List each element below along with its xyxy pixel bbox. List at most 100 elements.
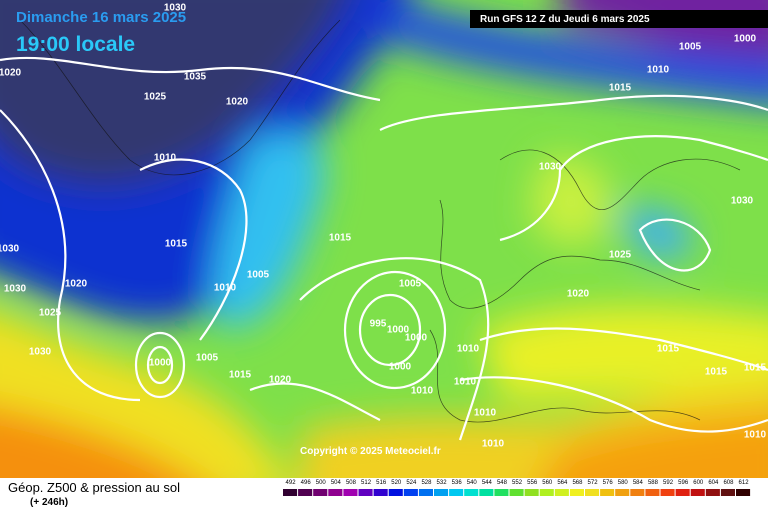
legend-label: 528 xyxy=(421,480,432,486)
legend-label: 592 xyxy=(663,480,674,486)
isobar-label: 1010 xyxy=(474,408,497,419)
isobar-label: 1010 xyxy=(482,439,505,450)
isobar-label: 1030 xyxy=(0,244,20,255)
isobar-label: 1010 xyxy=(744,430,767,441)
isobar-label: 1020 xyxy=(65,279,88,290)
legend-label: 556 xyxy=(527,480,538,486)
legend-label: 520 xyxy=(391,480,402,486)
date: Dimanche 16 mars 2025 xyxy=(16,9,186,26)
isobar-label: 1030 xyxy=(4,284,27,295)
local-time: 19:00 locale xyxy=(16,33,135,56)
isobar-label: 1010 xyxy=(214,283,237,294)
legend-label: 504 xyxy=(331,480,342,486)
legend-swatch xyxy=(585,489,600,496)
legend-swatch xyxy=(705,489,720,496)
isobar-label: 1005 xyxy=(399,279,422,290)
legend-swatch xyxy=(373,489,388,496)
legend-label: 608 xyxy=(723,480,734,486)
legend-swatch xyxy=(434,489,449,496)
isobar-label: 1010 xyxy=(647,65,670,76)
color-legend: 492 496 500 504 508 512 516 520 524 528 532 536 540 5… xyxy=(283,480,751,496)
isobar-label: 1005 xyxy=(679,42,702,53)
isobar-label: 1020 xyxy=(0,68,22,79)
isobar-label: 1000 xyxy=(387,325,410,336)
legend-swatch xyxy=(283,489,298,496)
legend-label: 492 xyxy=(286,480,297,486)
legend-label: 596 xyxy=(678,480,689,486)
isobar-label: 1010 xyxy=(454,377,477,388)
isobars xyxy=(0,56,768,441)
legend-label: 612 xyxy=(739,480,750,486)
isobar-label: 1000 xyxy=(405,333,428,344)
legend-label: 524 xyxy=(406,480,417,486)
legend-label: 600 xyxy=(693,480,704,486)
legend-label: 544 xyxy=(482,480,493,486)
legend-swatch xyxy=(494,489,509,496)
legend-swatch xyxy=(645,489,660,496)
legend-swatch xyxy=(675,489,690,496)
isobar-label: 1005 xyxy=(196,353,219,364)
legend-swatch xyxy=(736,489,751,496)
legend-swatch xyxy=(600,489,615,496)
isobar-label: 1005 xyxy=(247,270,270,281)
legend-swatch xyxy=(660,489,675,496)
legend-swatch xyxy=(449,489,464,496)
isobar-label: 1000 xyxy=(149,358,172,369)
legend-swatch xyxy=(388,489,403,496)
legend-swatch xyxy=(343,489,358,496)
legend-label: 540 xyxy=(467,480,478,486)
legend-label: 548 xyxy=(497,480,508,486)
legend-swatch xyxy=(720,489,735,496)
isobar-labels: 1030 1020 1035 1025 1020 1010 1015 1030 1030 1020… xyxy=(0,3,767,450)
legend-label: 564 xyxy=(557,480,568,486)
isobar-label: 1015 xyxy=(705,367,728,378)
isobar-label: 1030 xyxy=(731,196,754,207)
legend-swatch xyxy=(464,489,479,496)
legend-label: 572 xyxy=(588,480,599,486)
isobar-label: 1020 xyxy=(269,375,292,386)
isobar-label: 1035 xyxy=(184,72,207,83)
legend-label: 536 xyxy=(452,480,463,486)
isobar-label: 1015 xyxy=(165,239,188,250)
isobar-label: 1000 xyxy=(734,34,757,45)
run: Run GFS 12 Z du Jeudi 6 mars 2025 xyxy=(480,14,650,25)
isobar-label: 1030 xyxy=(164,3,187,14)
legend-swatch xyxy=(418,489,433,496)
isobar-label: 1010 xyxy=(154,153,177,164)
isobar-label: 1010 xyxy=(457,344,480,355)
legend-swatch xyxy=(630,489,645,496)
isobar-label: 1010 xyxy=(411,386,434,397)
legend-swatch xyxy=(524,489,539,496)
isobar-label: 1030 xyxy=(29,347,52,358)
legend-swatch xyxy=(615,489,630,496)
legend-label: 532 xyxy=(437,480,448,486)
legend-label: 496 xyxy=(301,480,312,486)
legend-swatch xyxy=(509,489,524,496)
isobar-label: 1025 xyxy=(144,92,167,103)
legend-swatch xyxy=(690,489,705,496)
legend-swatch xyxy=(328,489,343,496)
isobar-label: 1025 xyxy=(609,250,632,261)
legend-label: 512 xyxy=(361,480,372,486)
legend-swatch xyxy=(403,489,418,496)
isobar-label: 1020 xyxy=(226,97,249,108)
legend-label: 552 xyxy=(512,480,523,486)
legend-label: 568 xyxy=(572,480,583,486)
isobar-label: 1030 xyxy=(539,162,562,173)
legend-swatch xyxy=(569,489,584,496)
isobar-label: 1015 xyxy=(744,363,767,374)
legend-label: 500 xyxy=(316,480,327,486)
isobar-label: 1015 xyxy=(657,344,680,355)
legend-swatch xyxy=(298,489,313,496)
copyright: Copyright © 2025 Meteociel.fr xyxy=(300,446,441,457)
isobar-label: 1015 xyxy=(229,370,252,381)
legend-label: 576 xyxy=(603,480,614,486)
legend-swatch xyxy=(313,489,328,496)
isobar-label: 1015 xyxy=(609,83,632,94)
legend-label: 508 xyxy=(346,480,357,486)
isobar-label: 1015 xyxy=(329,233,352,244)
legend-swatch xyxy=(554,489,569,496)
legend-label: 580 xyxy=(618,480,629,486)
